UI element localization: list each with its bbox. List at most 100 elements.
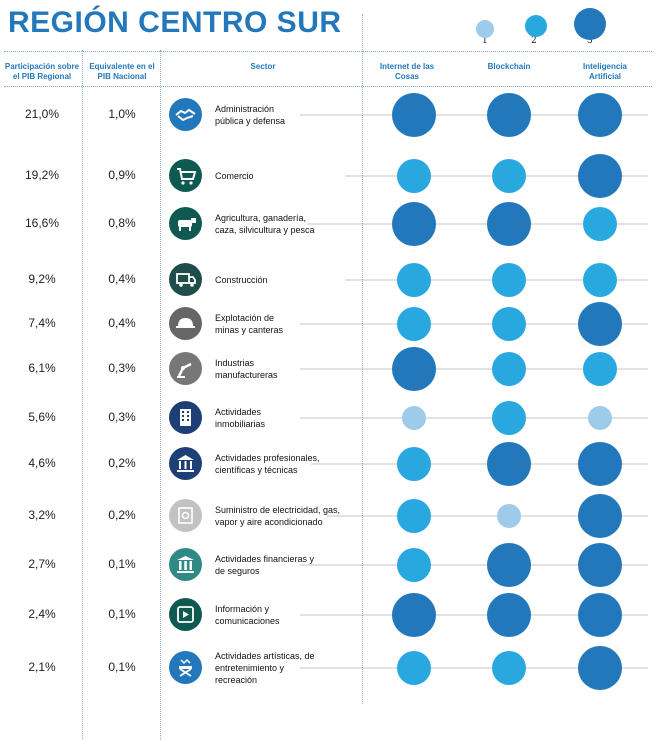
sector-label: Información y comunicaciones: [215, 604, 280, 626]
sector-label: Explotación de minas y canteras: [215, 313, 284, 335]
legend-dot-3: [574, 8, 606, 40]
value-nacional: 0,2%: [108, 508, 136, 522]
value-nacional: 0,9%: [108, 168, 136, 182]
value-regional: 2,4%: [28, 607, 56, 621]
truck-icon: [169, 263, 202, 296]
value-regional: 2,7%: [28, 557, 56, 571]
sector-label: Actividades inmobiliarias: [215, 407, 266, 429]
sector-label: Construcción: [215, 275, 268, 285]
dot-internet-level-3: [392, 93, 436, 137]
director-chair-icon: [169, 651, 202, 684]
value-regional: 7,4%: [28, 316, 56, 330]
dot-internet-level-1: [402, 406, 426, 430]
sector-label: Actividades artísticas, de entretenimien…: [215, 651, 315, 685]
power-plant-icon: [169, 499, 202, 532]
dot-ia-level-3: [578, 154, 622, 198]
dot-blockchain-level-2: [492, 401, 526, 435]
value-regional: 16,6%: [24, 216, 60, 230]
dot-internet-level-3: [392, 347, 436, 391]
header-equivalente: Equivalente en el PIB Nacional: [89, 62, 155, 81]
dot-ia-level-3: [578, 494, 622, 538]
header-sector: Sector: [250, 62, 276, 71]
page-title: REGIÓN CENTRO SUR: [8, 6, 342, 39]
dot-ia-level-3: [578, 646, 622, 690]
dot-blockchain-level-2: [492, 352, 526, 386]
dot-blockchain-level-3: [487, 543, 531, 587]
value-regional: 9,2%: [28, 272, 56, 286]
dot-internet-level-2: [397, 447, 431, 481]
dot-internet-level-3: [392, 202, 436, 246]
dot-ia-level-2: [583, 352, 617, 386]
sector-label: Suministro de electricidad, gas, vapor y…: [215, 505, 341, 527]
column-separator: [160, 50, 161, 740]
value-nacional: 0,8%: [108, 216, 136, 230]
dot-ia-level-3: [578, 302, 622, 346]
legend-dot-1: [476, 20, 494, 38]
dot-ia-level-3: [578, 543, 622, 587]
dot-internet-level-2: [397, 548, 431, 582]
cow-icon: [169, 207, 202, 240]
dot-ia-level-1: [588, 406, 612, 430]
dot-ia-level-3: [578, 593, 622, 637]
sector-label: Agricultura, ganadería, caza, silvicultu…: [215, 213, 315, 235]
columns-icon: [169, 548, 202, 581]
sector-label: Comercio: [215, 171, 254, 181]
value-nacional: 0,1%: [108, 607, 136, 621]
dot-blockchain-level-2: [492, 307, 526, 341]
dot-blockchain-level-3: [487, 202, 531, 246]
value-nacional: 0,4%: [108, 272, 136, 286]
dot-ia-level-2: [583, 263, 617, 297]
dot-internet-level-2: [397, 307, 431, 341]
legend-label-2: 2: [531, 36, 537, 46]
header-internet: Internet de las Cosas: [379, 62, 435, 81]
dot-internet-level-2: [397, 159, 431, 193]
dot-internet-level-2: [397, 263, 431, 297]
dot-internet-level-2: [397, 499, 431, 533]
sector-label: Industrias manufactureras: [215, 358, 278, 380]
video-icon: [169, 598, 202, 631]
value-regional: 19,2%: [24, 168, 60, 182]
legend-label-3: 3: [587, 36, 593, 46]
sector-label: Administración pública y defensa: [215, 104, 286, 126]
column-separator: [82, 50, 83, 740]
building-icon: [169, 401, 202, 434]
value-regional: 4,6%: [28, 456, 56, 470]
header-ia: Inteligencia Artificial: [582, 62, 627, 81]
legend-dot-2: [525, 15, 547, 37]
value-regional: 5,6%: [28, 410, 56, 424]
value-regional: 2,1%: [28, 660, 56, 674]
institution-icon: [169, 447, 202, 480]
column-separator: [362, 14, 363, 704]
value-nacional: 0,2%: [108, 456, 136, 470]
dot-internet-level-2: [397, 651, 431, 685]
dot-blockchain-level-2: [492, 651, 526, 685]
header-divider: [4, 86, 652, 87]
dot-blockchain-level-3: [487, 93, 531, 137]
dot-blockchain-level-3: [487, 593, 531, 637]
sector-label: Actividades profesionales, científicas y…: [215, 453, 320, 475]
value-nacional: 0,1%: [108, 660, 136, 674]
dot-ia-level-3: [578, 93, 622, 137]
header-blockchain: Blockchain: [487, 62, 531, 71]
value-nacional: 0,3%: [108, 361, 136, 375]
shopping-cart-icon: [169, 159, 202, 192]
legend-label-1: 1: [482, 36, 488, 46]
value-nacional: 0,4%: [108, 316, 136, 330]
dot-blockchain-level-1: [497, 504, 521, 528]
robot-arm-icon: [169, 352, 202, 385]
value-regional: 3,2%: [28, 508, 56, 522]
value-regional: 6,1%: [28, 361, 56, 375]
handshake-icon: [169, 98, 202, 131]
dot-ia-level-3: [578, 442, 622, 486]
helmet-icon: [169, 307, 202, 340]
dot-ia-level-2: [583, 207, 617, 241]
header-divider: [4, 51, 652, 52]
value-regional: 21,0%: [24, 107, 60, 121]
dot-internet-level-3: [392, 593, 436, 637]
value-nacional: 0,1%: [108, 557, 136, 571]
dots-chart: [300, 8, 648, 690]
header-participacion: Participación sobre el PIB Regional: [4, 62, 80, 81]
value-nacional: 0,3%: [108, 410, 136, 424]
dot-blockchain-level-2: [492, 159, 526, 193]
dot-blockchain-level-3: [487, 442, 531, 486]
